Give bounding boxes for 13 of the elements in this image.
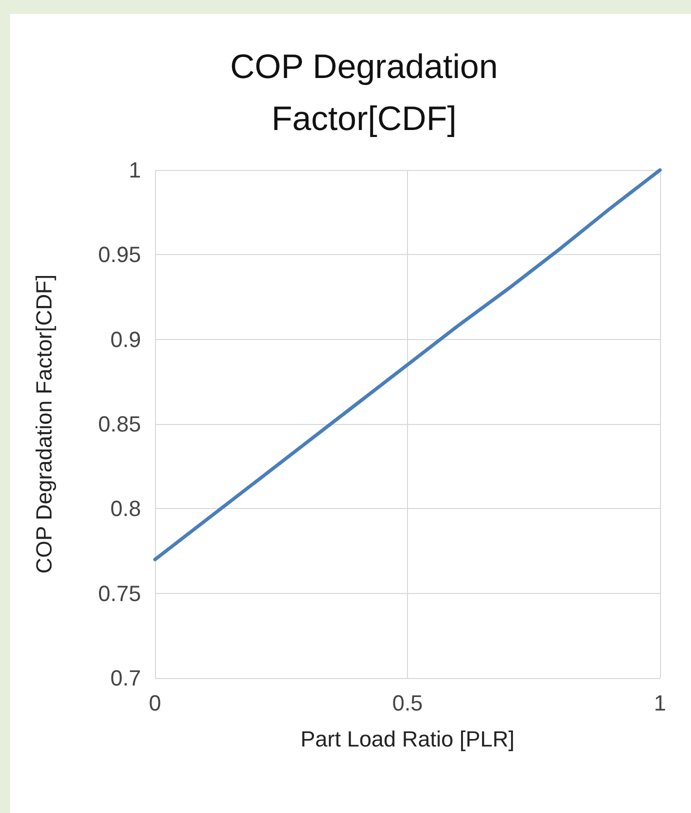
- x-tick-label: 0.5: [392, 690, 423, 716]
- y-tick-label: 0.75: [98, 580, 141, 606]
- y-tick-label: 0.95: [98, 242, 141, 268]
- x-axis-title: Part Load Ratio [PLR]: [300, 726, 515, 752]
- y-axis-title: COP Degradation Factor[CDF]: [32, 274, 56, 574]
- y-tick-label: 0.9: [110, 326, 141, 352]
- y-tick-label: 0.7: [110, 666, 141, 690]
- x-tick-label: 1: [654, 690, 666, 716]
- chart-title: COP Degradation Factor[CDF]: [230, 48, 498, 138]
- y-tick-label: 0.85: [98, 412, 141, 436]
- y-tick-label: 1: [128, 158, 141, 182]
- x-tick-label: 0: [148, 690, 162, 716]
- y-tick-label: 0.8: [110, 496, 141, 522]
